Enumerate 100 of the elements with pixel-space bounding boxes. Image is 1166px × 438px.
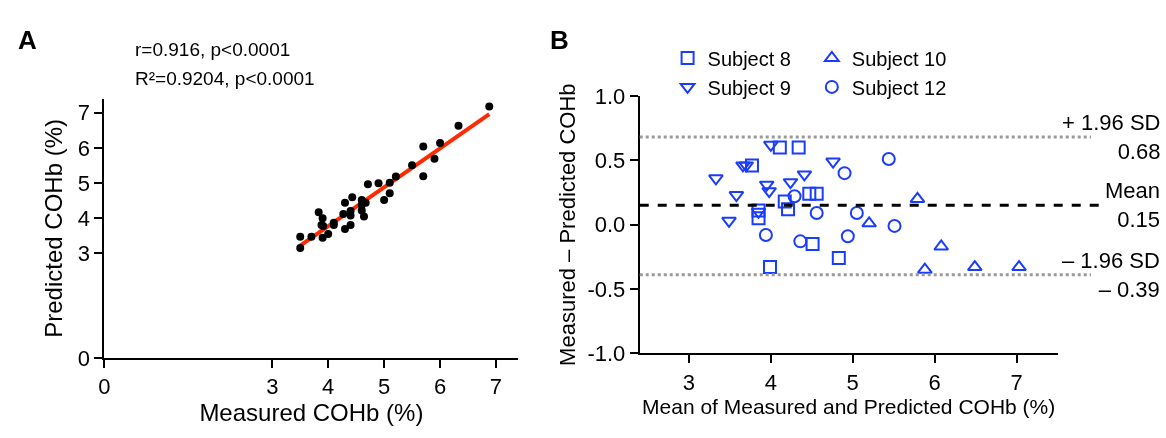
point: [707, 174, 724, 186]
x-tick-label: 3: [682, 369, 696, 395]
y-tick-label: 0.0: [594, 212, 626, 238]
y-tick-label: 5: [77, 170, 91, 196]
point: [318, 214, 327, 223]
point: [758, 227, 773, 242]
y-tick-label: 0: [77, 345, 91, 371]
point: [809, 206, 824, 221]
text: R²=0.9204, p<0.0001: [135, 68, 315, 89]
point: [346, 220, 355, 229]
point: [761, 187, 778, 199]
point: [825, 157, 841, 169]
point: [751, 203, 766, 218]
y-tick-label: 4: [77, 205, 91, 231]
legend-label: Subject 12: [851, 76, 947, 99]
point: [744, 158, 759, 173]
point: [324, 230, 333, 239]
point: [840, 229, 855, 244]
point: [861, 216, 878, 228]
point: [374, 179, 383, 188]
point: [738, 161, 755, 173]
y-tick-label: 0.5: [594, 147, 626, 173]
y-tick-label: 3: [77, 240, 91, 266]
point: [881, 151, 896, 166]
point: [318, 233, 327, 242]
x-axis-title: Measured COHb (%): [199, 399, 424, 427]
point: [849, 206, 864, 221]
x-tick-label: 0: [98, 374, 111, 400]
point: [837, 166, 852, 181]
point: [454, 121, 463, 130]
point: [796, 170, 813, 182]
y-tick-label: 7: [77, 100, 91, 126]
y-tick-label: 6: [77, 135, 91, 161]
x-tick-label: 4: [322, 374, 335, 400]
chart-title: B: [550, 25, 569, 55]
point: [916, 262, 933, 274]
x-axis-title: Mean of Measured and Predicted COHb (%): [642, 394, 1056, 418]
point: [408, 161, 417, 170]
point: [728, 191, 745, 203]
point: [419, 172, 428, 181]
point: [430, 154, 439, 163]
x-tick-label: 3: [266, 374, 279, 400]
point: [314, 208, 323, 217]
point: [933, 239, 950, 251]
point: [391, 172, 400, 181]
point: [772, 140, 787, 155]
point: [1011, 260, 1027, 272]
point: [762, 260, 777, 275]
point: [762, 140, 779, 152]
point: [782, 178, 799, 190]
point: [348, 193, 357, 202]
point: [887, 218, 902, 233]
x-tick-label: 5: [378, 374, 391, 400]
x-tick-label: 4: [764, 369, 777, 395]
point: [735, 161, 751, 173]
text: r=0.916, p<0.0001: [135, 39, 291, 60]
point: [758, 180, 775, 192]
x-tick-label: 7: [1010, 369, 1023, 395]
point: [296, 244, 305, 253]
point: [363, 180, 372, 189]
point: [751, 211, 766, 226]
point: [793, 234, 808, 249]
point: [721, 216, 737, 228]
point: [791, 140, 806, 155]
y-axis-title: Predicted COHb (%): [40, 119, 68, 338]
point: [777, 194, 792, 209]
x-tick-label: 6: [928, 369, 941, 395]
point: [787, 189, 802, 204]
y-tick-label: -0.5: [587, 276, 626, 302]
point: [359, 212, 368, 221]
point: [805, 236, 820, 251]
point: [380, 196, 389, 205]
ref-line-label: + 1.96 SD 0.68: [1062, 110, 1161, 164]
x-tick-label: 7: [489, 374, 503, 400]
point: [339, 210, 348, 219]
point: [750, 207, 767, 219]
x-tick-label: 5: [846, 369, 859, 395]
point: [436, 138, 445, 147]
point: [419, 142, 428, 151]
legend-label: Subject 8: [707, 47, 791, 70]
point: [385, 189, 394, 198]
point: [809, 186, 824, 201]
point: [340, 198, 349, 207]
point: [340, 225, 349, 234]
legend-label: Subject 9: [707, 76, 791, 99]
y-tick-label: 1.0: [594, 83, 626, 109]
point: [831, 251, 846, 266]
point: [781, 202, 796, 217]
point: [485, 102, 494, 111]
legend-label: Subject 10: [851, 47, 947, 70]
ref-line-label: Mean 0.15: [1105, 178, 1161, 232]
ref-line-label: – 1.96 SD – 0.39: [1062, 248, 1160, 302]
point: [307, 232, 316, 241]
point: [385, 178, 394, 187]
x-tick-label: 6: [433, 374, 447, 400]
y-axis-title: Measured – Predicted COHb: [554, 83, 580, 366]
y-tick-label: -1.0: [587, 341, 626, 367]
point: [802, 186, 817, 201]
chart-title: A: [18, 25, 37, 55]
point: [966, 260, 983, 272]
